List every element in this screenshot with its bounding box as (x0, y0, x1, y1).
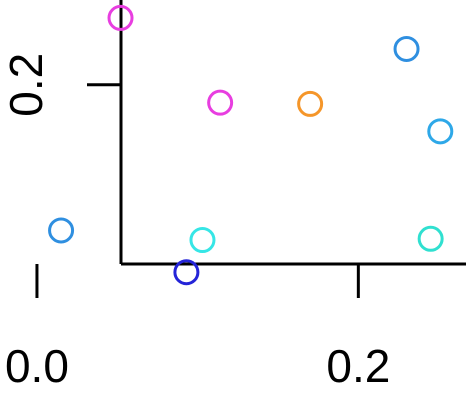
x-tick-label: 0.2 (326, 340, 390, 392)
scatter-point (189, 227, 216, 253)
scatter-point (393, 35, 420, 62)
scatter-point (173, 259, 200, 286)
x-tick-label: 0.0 (5, 340, 69, 392)
scatter-point (48, 217, 75, 244)
scatter-point (107, 4, 134, 31)
scatter-point (297, 90, 324, 117)
scatter-point (427, 118, 454, 145)
data-points (48, 4, 454, 286)
scatter-point (207, 89, 234, 116)
scatter-point (417, 225, 444, 252)
axis-ticks: 0.0 0.2 0.2 (0, 53, 390, 392)
y-tick-label: 0.2 (0, 53, 52, 117)
